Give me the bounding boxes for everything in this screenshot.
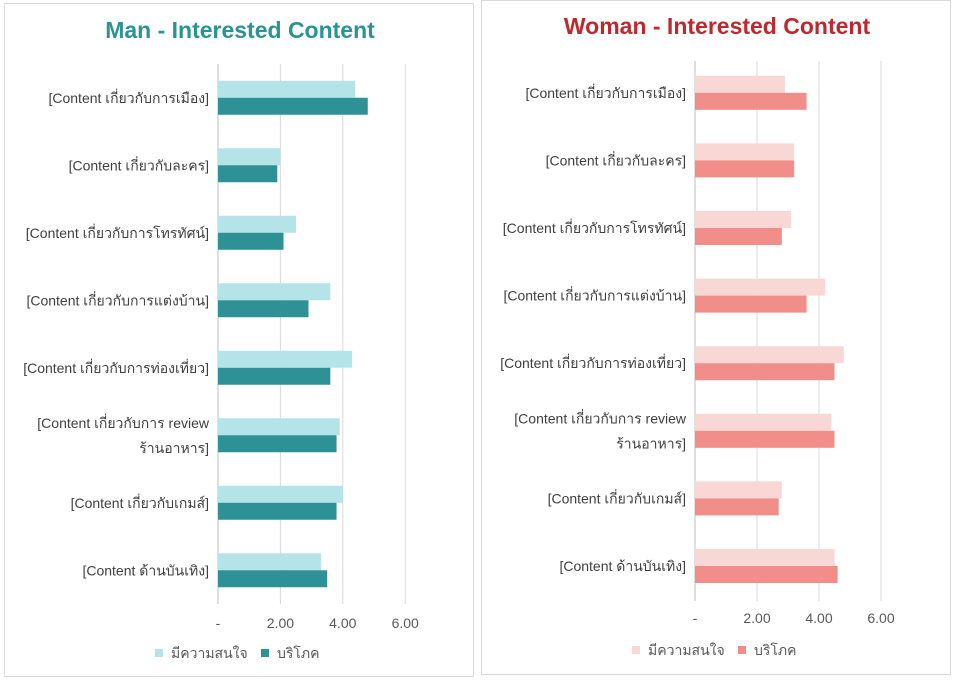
- category-label: [Content เกี่ยวกับการแต่งบ้าน]: [503, 287, 686, 304]
- bar-consumed: [695, 363, 835, 381]
- legend-swatch: [632, 646, 640, 654]
- bar-interested: [218, 553, 321, 571]
- legend-swatch: [261, 649, 269, 657]
- category-label: [Content เกี่ยวกับการท่องเที่ยว]: [500, 354, 686, 371]
- category-label-line: [Content เกี่ยวกับการ review: [37, 414, 210, 431]
- chart-title: Man - Interested Content: [105, 17, 375, 43]
- bar-interested: [218, 418, 340, 436]
- bar-consumed: [695, 92, 807, 110]
- bar-consumed: [695, 295, 807, 313]
- bar-interested: [695, 346, 844, 364]
- x-tick-label: 4.00: [329, 615, 356, 631]
- legend-label: บริโภค: [277, 645, 320, 661]
- category-label: [Content ด้านบันเทิง]: [82, 562, 209, 578]
- category-label: [Content เกี่ยวกับการ review ร้านอาหาร]: [514, 409, 687, 451]
- bar-consumed: [218, 435, 337, 453]
- category-label: [Content ด้านบันเทิง]: [559, 558, 686, 574]
- bar-consumed: [218, 570, 328, 588]
- category-label: [Content เกี่ยวกับละคร]: [546, 151, 686, 168]
- bar-interested: [695, 211, 792, 228]
- bar-interested: [695, 278, 826, 296]
- category-label-line: ร้านอาหาร]: [616, 435, 686, 451]
- bar-interested: [695, 413, 832, 431]
- x-tick-label: 2.00: [743, 610, 770, 626]
- bar-interested: [695, 481, 782, 499]
- bar-consumed: [218, 97, 368, 115]
- category-label-line: [Content เกี่ยวกับการ review: [514, 409, 687, 426]
- category-label-line: [Content ด้านบันเทิง]: [82, 562, 209, 578]
- category-label-line: [Content เกี่ยวกับการแต่งบ้าน]: [26, 291, 209, 308]
- category-label: [Content เกี่ยวกับการ review ร้านอาหาร]: [37, 414, 210, 456]
- bar-consumed: [218, 502, 337, 520]
- bar-interested: [695, 75, 785, 93]
- man-chart-panel: Man - Interested Content - 2.00 4.00 6.00 [Co…: [4, 3, 474, 677]
- x-tick-label: 6.00: [392, 615, 419, 631]
- bar-consumed: [695, 160, 795, 178]
- category-label-line: ร้านอาหาร]: [139, 440, 209, 456]
- woman-chart: Woman - Interested Content - 2.00 4.00 6.00 […: [500, 13, 895, 658]
- bar-interested: [695, 549, 835, 566]
- bar-interested: [218, 80, 356, 98]
- x-tick-label: 2.00: [267, 615, 294, 631]
- bar-interested: [218, 215, 296, 233]
- category-label-line: [Content เกี่ยวกับการเมือง]: [48, 89, 209, 106]
- category-label: [Content เกี่ยวกับการโทรทัศน์]: [26, 224, 209, 241]
- category-label: [Content เกี่ยวกับการเมือง]: [525, 84, 686, 101]
- woman-chart-panel: Woman - Interested Content - 2.00 4.00 6.00 […: [481, 0, 951, 675]
- chart-title: Woman - Interested Content: [564, 13, 871, 39]
- bar-consumed: [218, 232, 284, 250]
- category-label: [Content เกี่ยวกับการท่องเที่ยว]: [23, 359, 209, 376]
- category-label-line: [Content เกี่ยวกับการท่องเที่ยว]: [23, 359, 209, 376]
- category-label-line: [Content เกี่ยวกับการแต่งบ้าน]: [503, 287, 686, 304]
- bar-consumed: [695, 566, 838, 583]
- bar-consumed: [218, 300, 309, 318]
- bar-interested: [218, 350, 353, 368]
- bar-interested: [218, 283, 331, 301]
- bar-interested: [695, 143, 795, 161]
- legend-label: บริโภค: [754, 642, 797, 658]
- bar-consumed: [695, 228, 782, 245]
- category-label: [Content เกี่ยวกับการเมือง]: [48, 89, 209, 106]
- category-label-line: [Content เกี่ยวกับละคร]: [69, 156, 209, 173]
- bar-consumed: [695, 498, 779, 516]
- category-label-line: [Content เกี่ยวกับการโทรทัศน์]: [26, 224, 209, 241]
- category-label: [Content เกี่ยวกับละคร]: [69, 156, 209, 173]
- legend-swatch: [738, 646, 746, 654]
- legend-swatch: [155, 649, 163, 657]
- x-tick-label: -: [216, 615, 221, 631]
- x-tick-label: 4.00: [805, 610, 832, 626]
- x-tick-label: 6.00: [867, 610, 894, 626]
- category-label: [Content เกี่ยวกับเกมส์]: [71, 494, 209, 511]
- category-label-line: [Content เกี่ยวกับการท่องเที่ยว]: [500, 354, 686, 371]
- bar-interested: [218, 485, 343, 503]
- category-label-line: [Content เกี่ยวกับการโทรทัศน์]: [503, 219, 686, 236]
- category-label-line: [Content ด้านบันเทิง]: [559, 558, 686, 574]
- category-label: [Content เกี่ยวกับการโทรทัศน์]: [503, 219, 686, 236]
- bar-consumed: [218, 165, 278, 183]
- category-label-line: [Content เกี่ยวกับการเมือง]: [525, 84, 686, 101]
- man-chart: Man - Interested Content - 2.00 4.00 6.00 [Co…: [23, 17, 419, 661]
- category-label: [Content เกี่ยวกับการแต่งบ้าน]: [26, 291, 209, 308]
- x-tick-label: -: [693, 610, 698, 626]
- bar-consumed: [695, 430, 835, 448]
- legend-label: มีความสนใจ: [171, 645, 248, 661]
- category-label-line: [Content เกี่ยวกับเกมส์]: [71, 494, 209, 511]
- bar-consumed: [218, 367, 331, 385]
- bar-interested: [218, 148, 281, 166]
- category-label-line: [Content เกี่ยวกับละคร]: [546, 151, 686, 168]
- category-label-line: [Content เกี่ยวกับเกมส์]: [548, 489, 686, 506]
- legend-label: มีความสนใจ: [648, 642, 725, 658]
- category-label: [Content เกี่ยวกับเกมส์]: [548, 489, 686, 506]
